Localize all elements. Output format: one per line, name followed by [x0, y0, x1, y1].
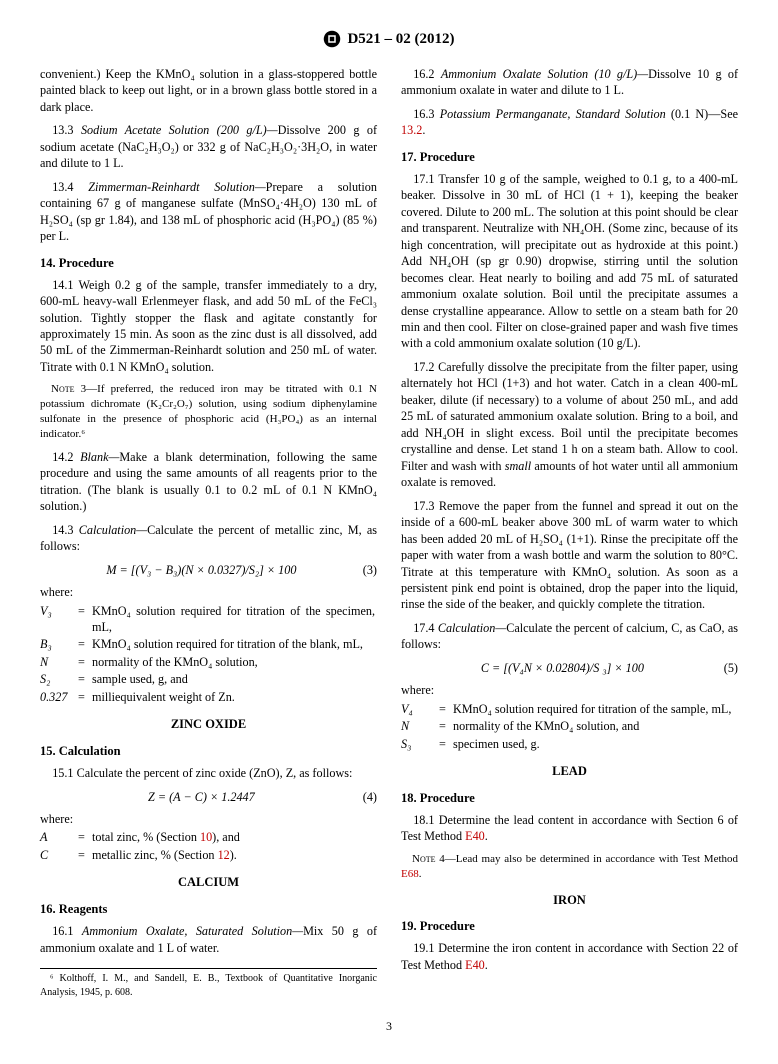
where-3: where: — [40, 584, 377, 600]
p-17-4: 17.4 Calculation—Calculate the percent o… — [401, 620, 738, 653]
link-section-12[interactable]: 12 — [218, 848, 230, 862]
p-14-1: 14.1 Weigh 0.2 g of the sample, transfer… — [40, 277, 377, 376]
where-5: where: — [401, 682, 738, 698]
defs-eq4: A=total zinc, % (Section 10), and C=meta… — [40, 829, 377, 864]
p-17-2: 17.2 Carefully dissolve the precipitate … — [401, 359, 738, 491]
equation-5: C = [(V₄N × 0.02804)/S ₃] × 100(5) — [401, 660, 738, 676]
link-13-2[interactable]: 13.2 — [401, 123, 422, 137]
p-17-3: 17.3 Remove the paper from the funnel an… — [401, 498, 738, 613]
body-columns: convenient.) Keep the KMnO₄ solution in … — [40, 66, 738, 999]
h-15: 15. Calculation — [40, 743, 377, 760]
p-17-1: 17.1 Transfer 10 g of the sample, weighe… — [401, 171, 738, 352]
where-4: where: — [40, 811, 377, 827]
h-19: 19. Procedure — [401, 918, 738, 935]
page-number: 3 — [40, 1019, 738, 1034]
h-16: 16. Reagents — [40, 901, 377, 918]
p-16-3: 16.3 Potassium Permanganate, Standard So… — [401, 106, 738, 139]
h-17: 17. Procedure — [401, 149, 738, 166]
page-header: D521 – 02 (2012) — [40, 30, 738, 48]
p-14-3: 14.3 Calculation—Calculate the percent o… — [40, 522, 377, 555]
link-e68[interactable]: E68 — [401, 868, 419, 880]
h-lead: LEAD — [401, 763, 738, 780]
equation-3: M = [(V₃ − B₃)(N × 0.0327)/S₂] × 100(3) — [40, 562, 377, 578]
footnote-6: ⁶ Kolthoff, I. M., and Sandell, E. B., T… — [40, 968, 377, 999]
note-4: Note 4—Lead may also be determined in ac… — [401, 852, 738, 882]
h-14: 14. Procedure — [40, 255, 377, 272]
p-15-1: 15.1 Calculate the percent of zinc oxide… — [40, 765, 377, 781]
link-e40[interactable]: E40 — [465, 829, 485, 843]
h-18: 18. Procedure — [401, 790, 738, 807]
p-14-2: 14.2 Blank—Make a blank determination, f… — [40, 449, 377, 515]
link-section-10[interactable]: 10 — [200, 830, 212, 844]
link-e40-2[interactable]: E40 — [465, 958, 485, 972]
document-page: D521 – 02 (2012) convenient.) Keep the K… — [0, 0, 778, 1064]
p-16-2: 16.2 Ammonium Oxalate Solution (10 g/L)—… — [401, 66, 738, 99]
astm-logo-icon — [323, 30, 341, 48]
p-18-1: 18.1 Determine the lead content in accor… — [401, 812, 738, 845]
h-zinc-oxide: ZINC OXIDE — [40, 716, 377, 733]
defs-eq3: V₃=KMnO₄ solution required for titration… — [40, 603, 377, 707]
p-19-1: 19.1 Determine the iron content in accor… — [401, 940, 738, 973]
p-13-4: 13.4 Zimmerman-Reinhardt Solution—Prepar… — [40, 179, 377, 245]
defs-eq5: V₄=KMnO₄ solution required for titration… — [401, 701, 738, 753]
p-13-3: 13.3 Sodium Acetate Solution (200 g/L)—D… — [40, 122, 377, 171]
standard-number: D521 – 02 (2012) — [347, 31, 454, 48]
note-3: Note 3—If preferred, the reduced iron ma… — [40, 382, 377, 441]
h-calcium: CALCIUM — [40, 874, 377, 891]
p-convenient: convenient.) Keep the KMnO₄ solution in … — [40, 66, 377, 115]
h-iron: IRON — [401, 892, 738, 909]
equation-4: Z = (A − C) × 1.2447(4) — [40, 789, 377, 805]
p-16-1: 16.1 Ammonium Oxalate, Saturated Solutio… — [40, 923, 377, 956]
